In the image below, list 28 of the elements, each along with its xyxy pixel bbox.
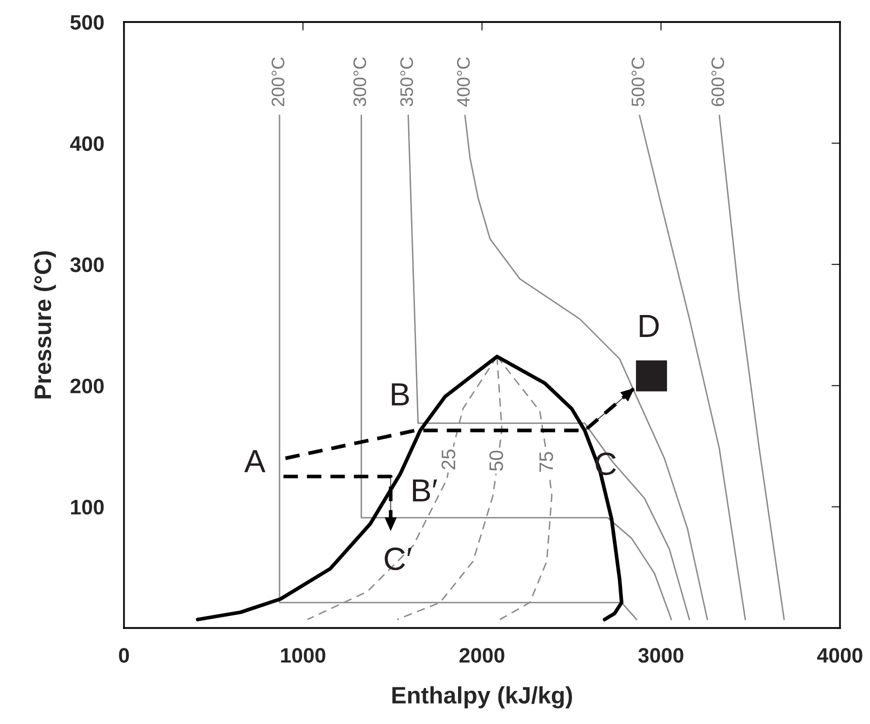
series-label: 50: [489, 450, 504, 471]
annotation: B: [392, 383, 409, 406]
line-series: [638, 114, 746, 620]
text: 300°C: [353, 57, 366, 106]
series-label: 75: [540, 452, 554, 472]
text: 400°C: [457, 57, 470, 107]
x-tick-label: 0: [119, 648, 129, 663]
text: 500°C: [632, 57, 644, 106]
line-series: [718, 114, 785, 620]
annotation: D: [640, 314, 659, 337]
text: 600°C: [711, 57, 724, 106]
annotation: C′: [384, 548, 412, 570]
x-tick-label: 4000: [817, 648, 862, 663]
y-axis-title: Pressure (°C): [34, 251, 56, 398]
x-tick-label: 3000: [638, 648, 684, 663]
y-tick-label: 400: [70, 136, 104, 151]
y-tick-label: 300: [70, 257, 104, 272]
text: 200°C: [272, 57, 284, 106]
y-tick-label: 500: [70, 15, 104, 30]
y-tick-label: 200: [70, 378, 104, 394]
text: 350°C: [400, 57, 414, 106]
x-axis-title: Enthalpy (kJ/kg): [392, 686, 572, 708]
x-tick-label: 2000: [460, 648, 504, 663]
series-label: 25: [442, 450, 456, 470]
annotation: B′: [412, 479, 438, 502]
y-tick-label: 100: [71, 500, 104, 515]
annotation: A: [244, 450, 266, 472]
x-tick-label: 1000: [281, 648, 326, 663]
